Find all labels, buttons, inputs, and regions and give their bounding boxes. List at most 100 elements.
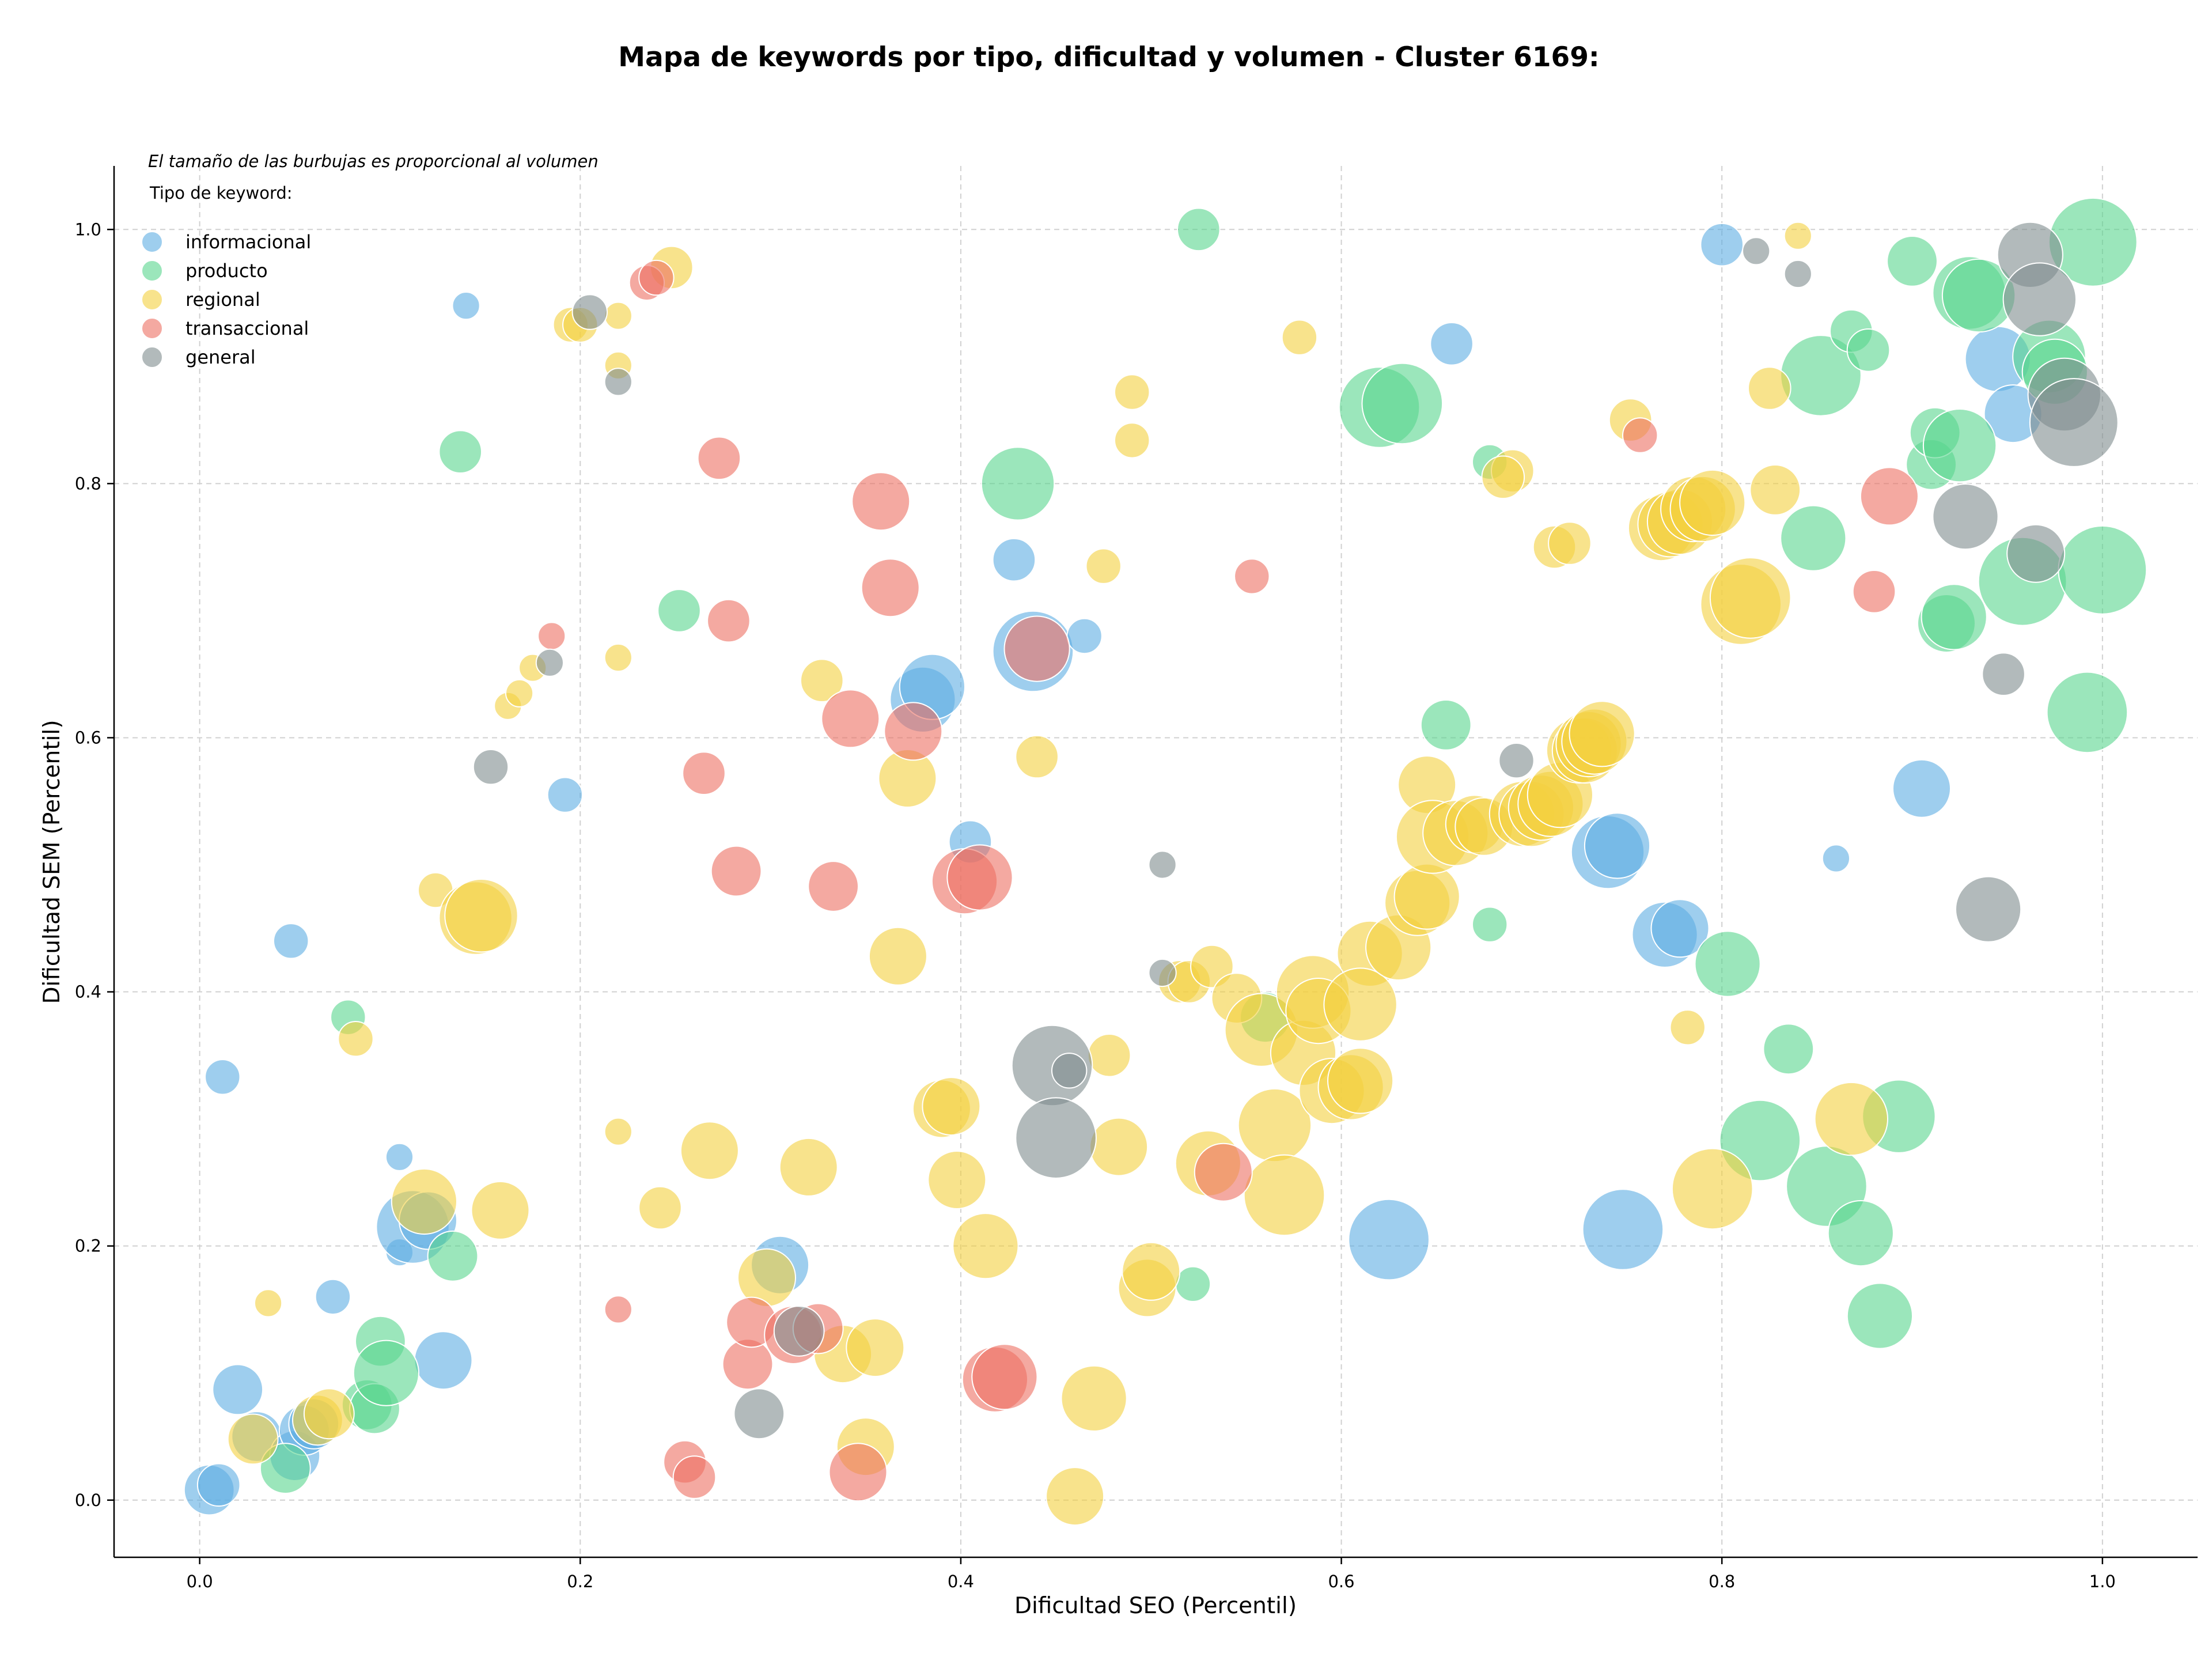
bubble-regional xyxy=(1783,221,1812,250)
bubble-informacional xyxy=(1700,222,1744,267)
legend-marker xyxy=(141,346,163,368)
bubble-informacional xyxy=(212,1364,264,1416)
bubble-regional xyxy=(505,679,534,707)
legend-label: informacional xyxy=(185,231,311,253)
bubble-regional xyxy=(1569,701,1635,767)
bubble-general xyxy=(1015,1097,1097,1179)
bubble-informacional xyxy=(196,1463,241,1507)
bubble-general xyxy=(733,1388,785,1440)
bubble-informacional xyxy=(452,291,480,320)
bubble-regional xyxy=(779,1137,838,1197)
bubble-producto xyxy=(657,589,701,633)
bubble-informacional xyxy=(1821,844,1850,873)
bubble-regional xyxy=(846,1318,905,1378)
bubble-general xyxy=(2002,262,2077,336)
bubble-producto xyxy=(353,1340,420,1406)
bubble-informacional xyxy=(1430,322,1474,366)
bubble-producto xyxy=(427,1230,479,1282)
legend-marker xyxy=(141,289,163,311)
bubble-transaccional xyxy=(808,861,859,912)
bubble-regional xyxy=(1481,455,1525,500)
bubble-regional xyxy=(1015,735,1059,779)
bubble-producto xyxy=(2046,671,2128,754)
bubble-transaccional xyxy=(821,689,880,748)
bubble-regional xyxy=(1327,1047,1394,1114)
bubble-producto xyxy=(1846,1282,1913,1349)
bubble-regional xyxy=(1393,863,1460,930)
legend-size-note: El tamaño de las burbujas es proporciona… xyxy=(148,152,599,171)
y-tick-label: 0.8 xyxy=(75,474,101,493)
bubble-regional xyxy=(1749,464,1801,516)
x-tick-label: 0.0 xyxy=(187,1572,213,1591)
bubble-general xyxy=(1742,237,1771,266)
bubble-general xyxy=(1498,743,1535,779)
bubble-regional xyxy=(1122,1242,1181,1301)
bubble-producto xyxy=(1780,505,1847,572)
bubble-producto xyxy=(1361,362,1444,445)
bubble-regional xyxy=(1748,366,1791,410)
legend-title: Tipo de keyword: xyxy=(149,183,293,203)
bubble-general xyxy=(535,648,565,677)
bubble-general xyxy=(1051,1053,1088,1089)
bubble-transaccional xyxy=(710,845,762,897)
bubble-regional xyxy=(1281,319,1318,355)
bubble-regional xyxy=(604,643,632,672)
y-axis-label: Dificultad SEM (Percentil) xyxy=(39,720,65,1004)
x-tick-label: 0.6 xyxy=(1328,1572,1354,1591)
bubble-regional xyxy=(1114,374,1150,410)
bubble-producto xyxy=(1846,328,1891,372)
bubble-general xyxy=(1148,958,1177,987)
y-tick-label: 0.0 xyxy=(75,1490,101,1510)
bubble-transaccional xyxy=(1859,467,1919,526)
bubble-regional xyxy=(1814,1081,1889,1156)
legend-item-regional: regional xyxy=(141,289,260,311)
bubble-regional xyxy=(1085,548,1122,584)
bubble-producto xyxy=(2058,525,2147,615)
bubble-regional xyxy=(254,1289,283,1318)
y-tick-label: 0.6 xyxy=(75,728,101,747)
bubble-regional xyxy=(227,1413,279,1465)
legend-item-producto: producto xyxy=(141,260,268,282)
bubble-transaccional xyxy=(861,558,920,618)
bubble-regional xyxy=(391,1168,458,1235)
bubble-regional xyxy=(1709,557,1791,639)
x-tick-label: 1.0 xyxy=(2089,1572,2116,1591)
bubble-regional xyxy=(1087,1034,1131,1077)
legend-marker xyxy=(141,317,163,339)
bubble-regional xyxy=(303,1388,355,1440)
bubble-regional xyxy=(604,1117,632,1146)
ticks: 0.0 0.2 0.4 0.6 0.8 1.0 0.0 0.2 0.4 0.6 0.8 1.0 xyxy=(75,220,2116,1591)
bubbles xyxy=(183,197,2147,1526)
bubble-transaccional xyxy=(1852,570,1896,614)
legend-label: transaccional xyxy=(185,317,309,339)
bubble-regional xyxy=(1060,1365,1127,1432)
y-tick-label: 1.0 xyxy=(75,220,101,239)
legend-item-general: general xyxy=(141,346,256,368)
bubble-transaccional xyxy=(946,844,1013,911)
bubble-regional xyxy=(638,1186,682,1230)
bubble-transaccional xyxy=(884,702,943,761)
bubble-regional xyxy=(471,1181,530,1240)
bubble-informacional xyxy=(547,777,584,813)
bubble-transaccional xyxy=(1622,417,1658,453)
bubble-producto xyxy=(1420,699,1472,751)
bubble-regional xyxy=(922,1077,981,1136)
chart-title: Mapa de keywords por tipo, dificultad y … xyxy=(618,41,1599,73)
y-tick-label: 0.4 xyxy=(75,982,101,1002)
bubble-informacional xyxy=(385,1142,414,1171)
bubble-producto xyxy=(1763,1023,1815,1075)
bubble-transaccional xyxy=(638,259,675,296)
legend-item-transaccional: transaccional xyxy=(141,317,309,339)
bubble-general xyxy=(1982,652,2025,696)
bubble-regional xyxy=(1671,1148,1753,1230)
bubble-producto xyxy=(1175,1266,1211,1303)
bubble-general xyxy=(1955,876,2022,943)
bubble-regional xyxy=(1114,422,1150,459)
bubble-regional xyxy=(444,879,518,953)
bubble-transaccional xyxy=(672,1455,717,1499)
bubble-informacional xyxy=(1892,759,1951,818)
bubble-informacional xyxy=(1348,1198,1430,1281)
bubble-general xyxy=(1148,850,1177,879)
axes xyxy=(113,166,2198,1558)
